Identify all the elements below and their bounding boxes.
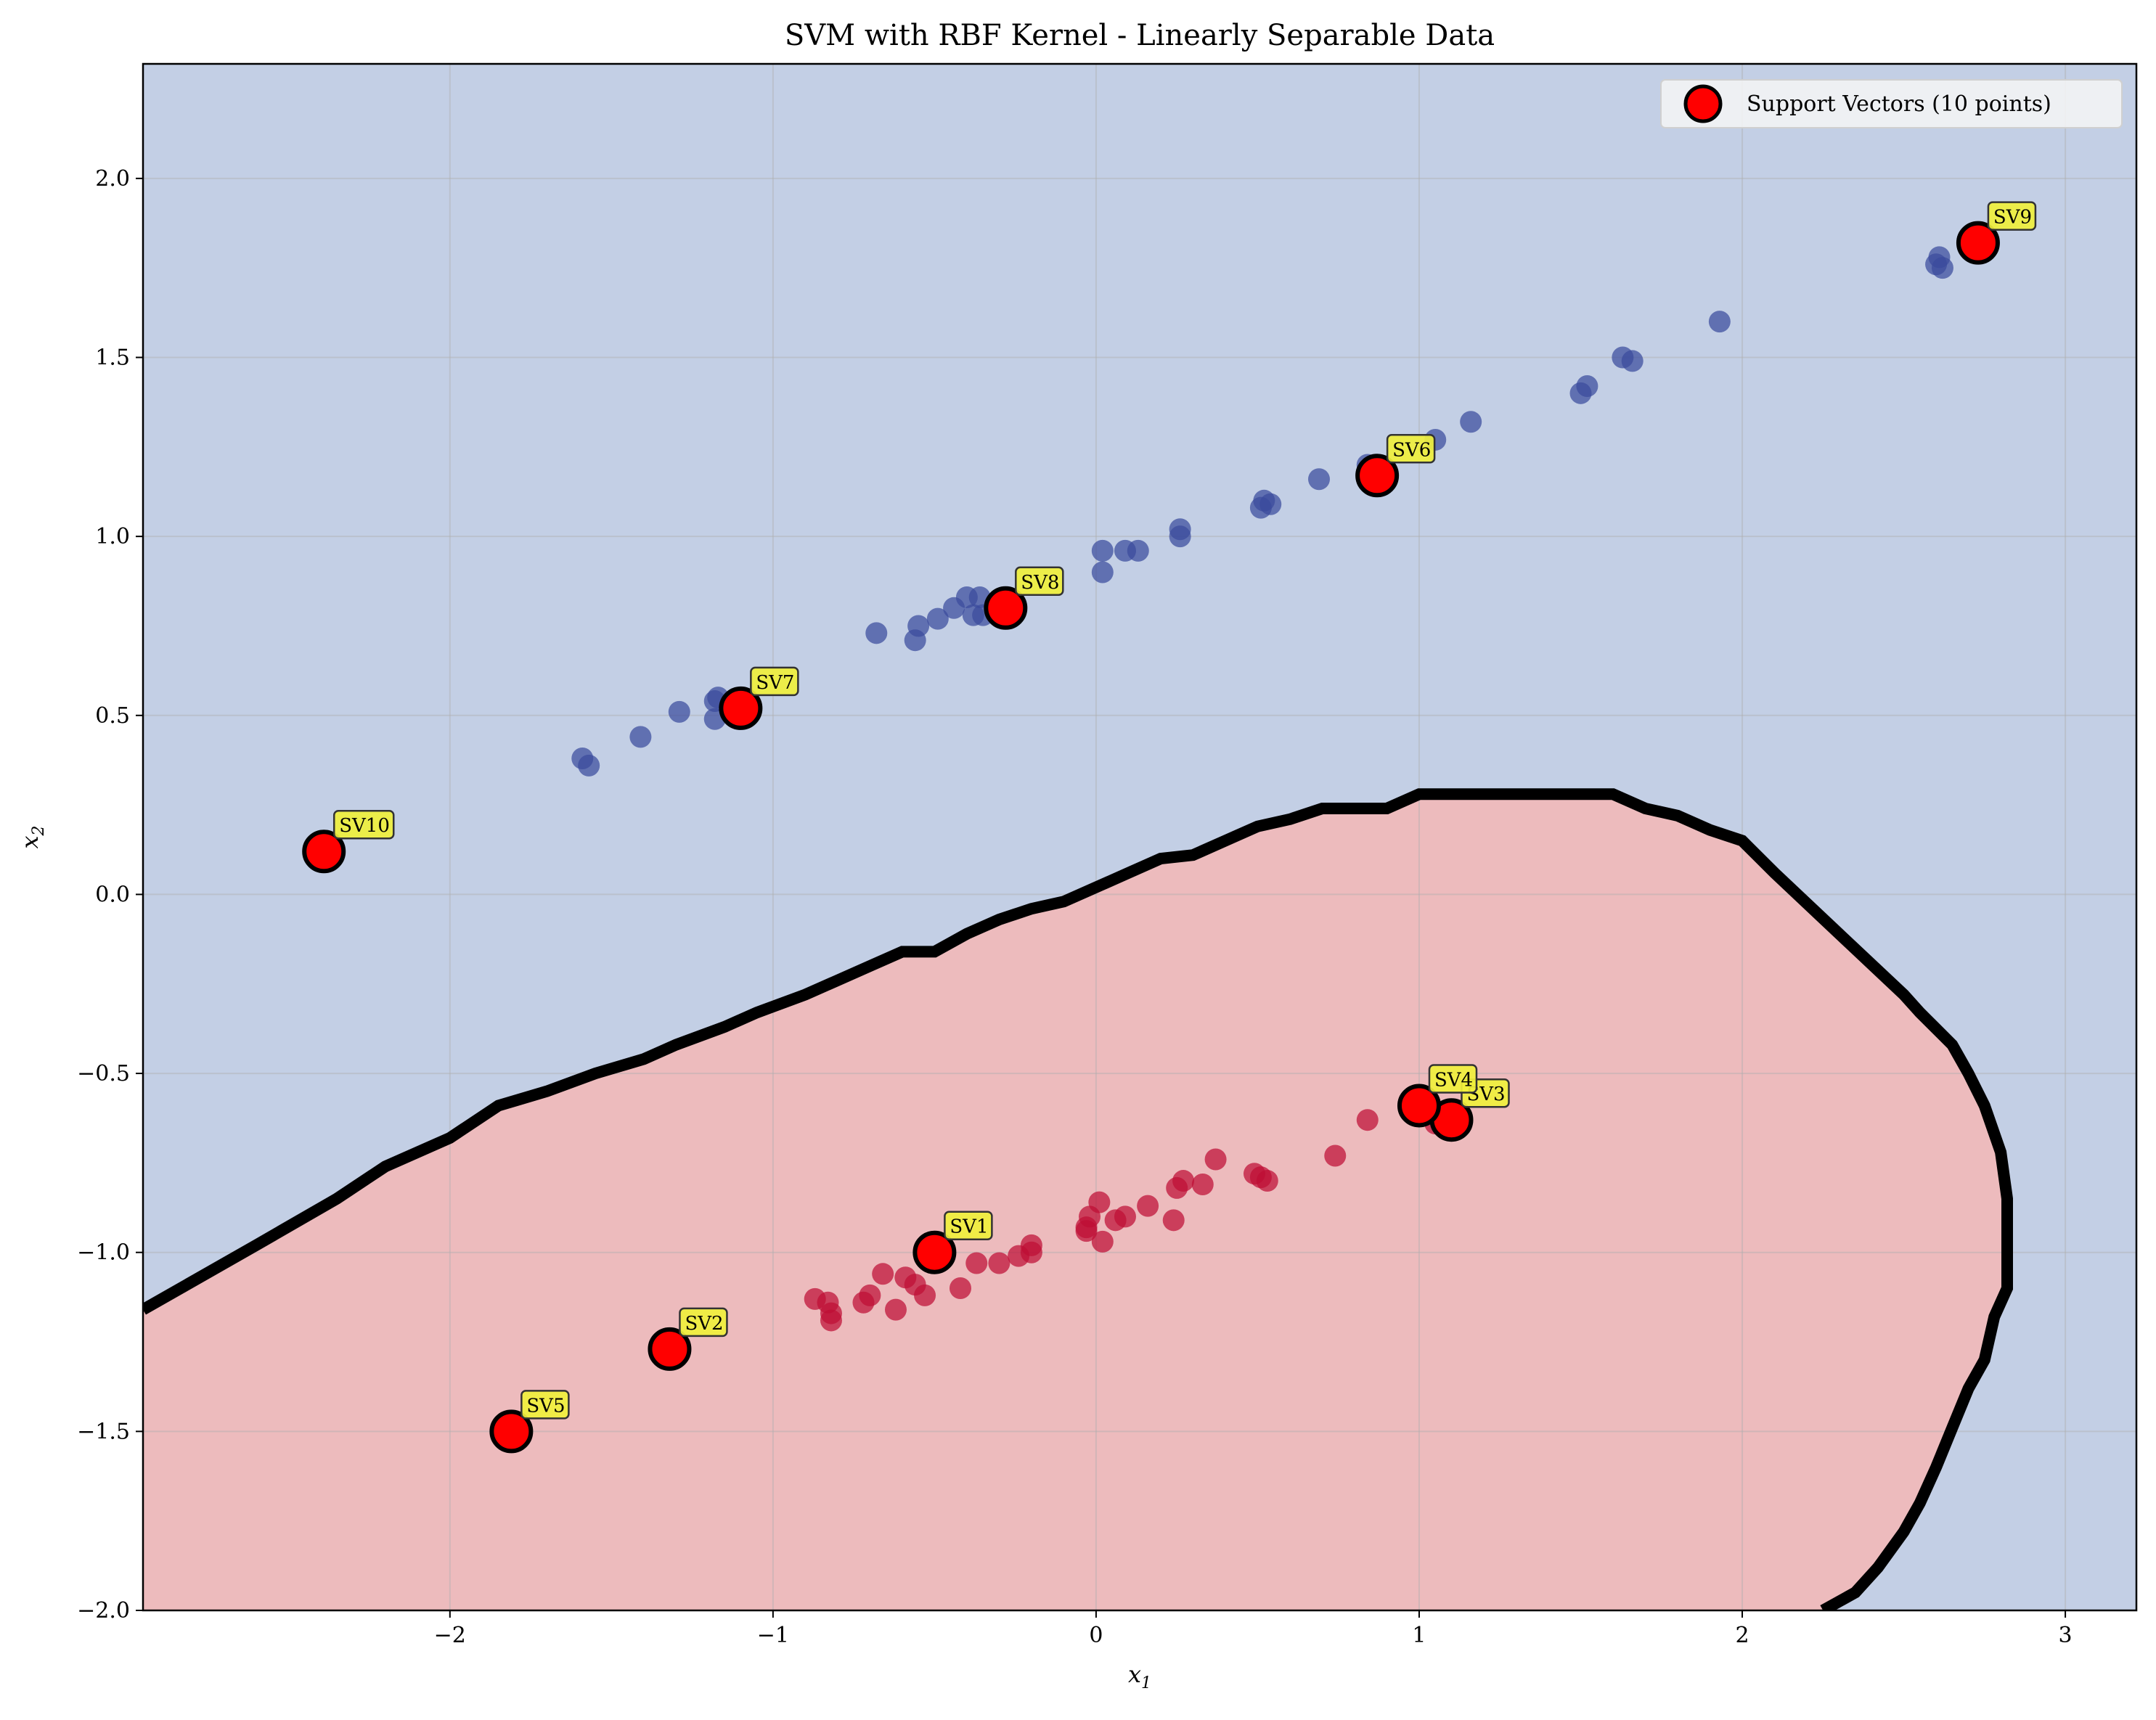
support-vector-label-box: [1428, 1064, 1478, 1094]
support-vector-marker: [302, 830, 346, 874]
x-tick-label: −1: [757, 1623, 789, 1648]
red-data-point: [1114, 1205, 1136, 1228]
blue-data-point: [1708, 311, 1731, 333]
legend-label: Support Vectors (10 points): [1747, 91, 2051, 117]
blue-data-point: [1931, 257, 1953, 279]
x-tick-label: 0: [1089, 1623, 1103, 1648]
blue-data-point: [578, 754, 600, 777]
chart-title: SVM with RBF Kernel - Linearly Separable…: [785, 19, 1495, 52]
support-vector-label-box: [679, 1307, 728, 1338]
y-tick-label: 1.5: [95, 345, 130, 370]
y-tick-label: 0.5: [95, 703, 130, 729]
support-vector-marker: [489, 1409, 534, 1454]
blue-data-point: [1308, 468, 1331, 491]
blue-data-point: [1091, 539, 1114, 562]
red-class-region: [143, 794, 2007, 1610]
legend-support-vector-marker: [1683, 84, 1723, 123]
blue-data-point: [865, 622, 888, 644]
blue-data-point: [1460, 411, 1482, 433]
y-tick-label: −1.5: [77, 1419, 130, 1444]
red-data-point: [1137, 1195, 1159, 1217]
support-vector-label: SV10: [339, 815, 390, 837]
support-vector-marker: [1956, 221, 2000, 265]
red-data-point: [1091, 1230, 1114, 1253]
support-vector-label: SV8: [1021, 572, 1059, 594]
red-data-point: [884, 1298, 907, 1321]
red-data-point: [949, 1277, 971, 1300]
red-data-point: [1020, 1241, 1042, 1264]
support-vector-label-box: [520, 1390, 570, 1420]
support-vector-marker: [1397, 1084, 1441, 1128]
support-vector-label-box: [1015, 566, 1064, 597]
blue-data-point: [1169, 518, 1191, 541]
x-axis-label-main: x: [1128, 1660, 1141, 1688]
y-tick-label: 1.0: [95, 524, 130, 549]
support-vector-label: SV6: [1392, 439, 1431, 461]
y-tick-label: −2.0: [77, 1598, 130, 1623]
blue-data-point: [907, 615, 930, 637]
x-tick-label: 2: [1735, 1623, 1749, 1648]
support-vector-label: SV5: [526, 1395, 565, 1417]
blue-data-point: [668, 700, 690, 723]
legend: Support Vectors (10 points): [1660, 79, 2123, 128]
blue-data-point: [1127, 539, 1149, 562]
x-tick-label: 3: [2059, 1623, 2073, 1648]
blue-data-point: [1091, 561, 1114, 583]
y-axis-label: x2: [16, 825, 48, 848]
red-data-point: [1204, 1148, 1227, 1171]
y-tick-label: 0.0: [95, 882, 130, 907]
red-data-point: [1256, 1170, 1278, 1192]
x-axis-ticks: −2 −1 0 1 2 3: [434, 1610, 2073, 1648]
red-data-point: [1162, 1209, 1185, 1232]
support-vector-label-box: [1386, 434, 1436, 464]
y-tick-label: 2.0: [95, 166, 130, 192]
y-tick-label: −1.0: [77, 1240, 130, 1266]
support-vector-marker: [719, 686, 763, 730]
blue-data-point: [629, 726, 652, 748]
support-vector-label-box: [750, 666, 799, 697]
grid-lines: [143, 64, 2136, 1610]
support-vector-label: SV1: [950, 1216, 988, 1238]
blue-data-point: [1621, 350, 1643, 372]
support-vector-marker: [1355, 454, 1400, 498]
red-data-point: [1088, 1191, 1111, 1213]
support-vector-label-box: [1987, 201, 2037, 231]
y-axis-label-subscript: 2: [30, 825, 48, 836]
support-vector-label: SV2: [685, 1313, 723, 1335]
y-axis-label-main: x: [16, 835, 44, 848]
x-tick-label: −2: [434, 1623, 466, 1648]
decision-boundary: [143, 788, 2013, 1610]
red-data-point: [965, 1252, 988, 1274]
blue-data-point: [1576, 374, 1598, 397]
support-vector-marker: [912, 1230, 957, 1274]
support-vector-label: SV7: [756, 672, 794, 694]
y-tick-label: −0.5: [77, 1061, 130, 1086]
red-data-point: [820, 1309, 842, 1332]
x-axis-label-subscript: 1: [1141, 1674, 1151, 1692]
blue-data-point: [1259, 493, 1282, 515]
support-vector-label-box: [332, 809, 395, 840]
x-axis-label: x1: [1128, 1660, 1151, 1692]
red-data-point: [988, 1252, 1010, 1274]
red-data-point: [1356, 1109, 1379, 1131]
red-data-point: [859, 1284, 881, 1306]
x-tick-label: 1: [1412, 1623, 1426, 1648]
red-data-point: [1324, 1144, 1347, 1167]
y-axis-ticks: −2.0 −1.5 −1.0 −0.5 0.0 0.5 1.0 1.5 2.0: [77, 166, 143, 1623]
support-vector-label: SV4: [1434, 1069, 1473, 1091]
support-vector-label: SV9: [1993, 207, 2032, 229]
legend-box: [1660, 79, 2123, 128]
support-vector-label-box: [944, 1211, 993, 1240]
red-data-point: [1191, 1173, 1214, 1195]
red-data-point: [914, 1284, 936, 1306]
support-vector-marker: [984, 586, 1028, 630]
plot-frame: [142, 62, 2138, 1612]
red-data-point: [872, 1263, 894, 1285]
red-data-point: [1172, 1170, 1195, 1192]
support-vector-marker: [648, 1327, 692, 1371]
blue-data-point: [926, 607, 949, 630]
